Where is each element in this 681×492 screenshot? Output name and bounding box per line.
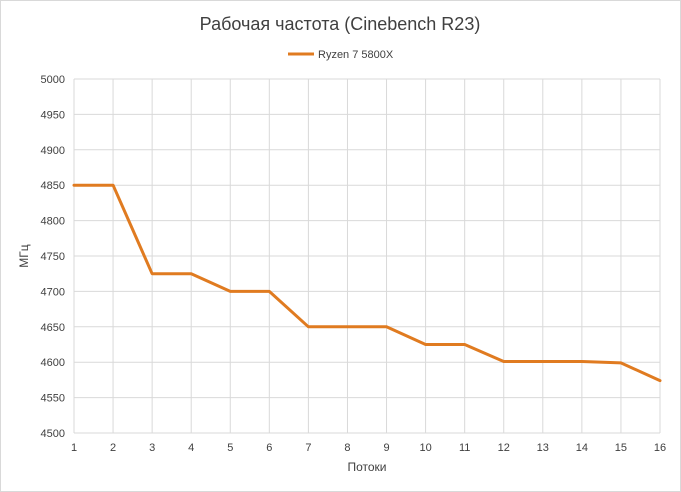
x-tick-label-9: 9 (383, 442, 389, 454)
x-tick-label-1: 1 (71, 442, 77, 454)
y-tick-label-5000: 5000 (41, 74, 65, 86)
y-tick-label-4900: 4900 (41, 145, 65, 157)
x-tick-label-13: 13 (537, 442, 549, 454)
y-tick-label-4950: 4950 (41, 109, 65, 121)
x-tick-label-5: 5 (227, 442, 233, 454)
y-tick-label-4500: 4500 (41, 428, 65, 440)
x-axis-tick-labels: 1 2 3 4 5 6 7 8 9 10 11 12 13 14 15 16 (71, 442, 666, 454)
series-line-ryzen-7-5800x (72, 183, 662, 383)
series-layer (72, 183, 662, 383)
x-tick-label-16: 16 (654, 442, 666, 454)
y-tick-label-4800: 4800 (41, 216, 65, 228)
gridlines (73, 78, 661, 434)
x-tick-label-2: 2 (110, 442, 116, 454)
chart-title: Рабочая частота (Cinebench R23) (200, 14, 481, 34)
legend: Ryzen 7 5800X (288, 49, 394, 61)
y-tick-label-4600: 4600 (41, 357, 65, 369)
y-tick-label-4550: 4550 (41, 393, 65, 405)
y-axis-title: МГц (17, 244, 31, 267)
x-tick-label-8: 8 (344, 442, 350, 454)
x-tick-label-4: 4 (188, 442, 194, 454)
y-tick-label-4850: 4850 (41, 180, 65, 192)
x-axis-title: Потоки (347, 460, 386, 474)
x-tick-label-10: 10 (419, 442, 431, 454)
legend-label-ryzen-7-5800x: Ryzen 7 5800X (318, 49, 394, 61)
y-tick-label-4650: 4650 (41, 322, 65, 334)
y-axis-tick-labels: 4500 4550 4600 4650 4700 4750 4800 4850 4900 4950… (41, 74, 65, 440)
x-tick-label-12: 12 (498, 442, 510, 454)
x-tick-label-6: 6 (266, 442, 272, 454)
x-tick-label-14: 14 (576, 442, 588, 454)
x-tick-label-7: 7 (305, 442, 311, 454)
x-tick-label-11: 11 (459, 442, 470, 454)
y-tick-label-4750: 4750 (41, 251, 65, 263)
y-tick-label-4700: 4700 (41, 286, 65, 298)
x-tick-label-3: 3 (149, 442, 155, 454)
x-tick-label-15: 15 (615, 442, 627, 454)
